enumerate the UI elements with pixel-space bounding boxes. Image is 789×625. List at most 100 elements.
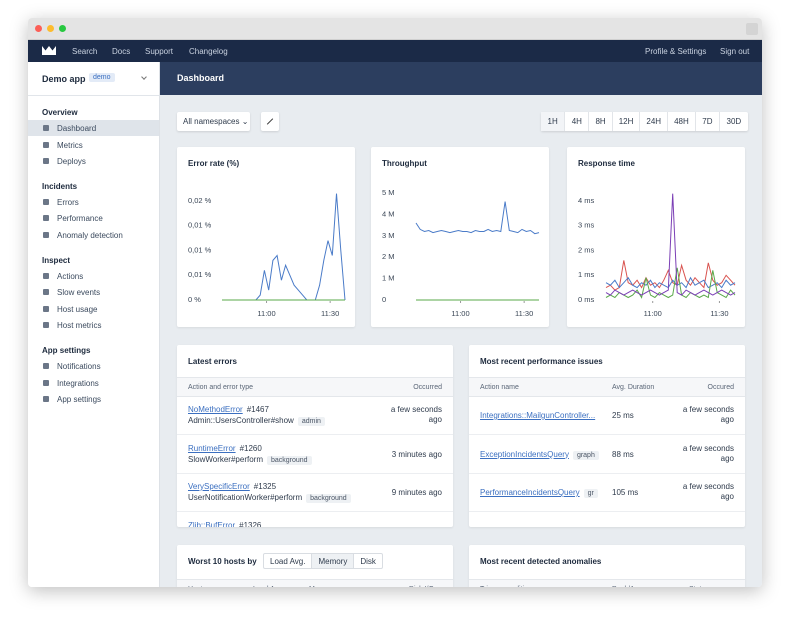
range-button[interactable]: 24H bbox=[639, 112, 667, 131]
sidebar-item[interactable]: Slow events bbox=[28, 284, 159, 300]
minimize-button[interactable] bbox=[47, 25, 54, 32]
action-link[interactable]: ExceptionIncidentsQuery bbox=[480, 449, 569, 459]
nav-link[interactable]: Sign out bbox=[720, 47, 750, 56]
sidebar-item[interactable]: Actions bbox=[28, 268, 159, 284]
sidebar-item[interactable]: Metrics bbox=[28, 137, 159, 153]
page-title: Dashboard bbox=[177, 73, 225, 83]
item-label: Metrics bbox=[57, 140, 83, 150]
nav-link[interactable]: Support bbox=[145, 47, 174, 56]
nav-link[interactable]: Profile & Settings bbox=[645, 47, 707, 56]
app-name[interactable]: Demo app bbox=[42, 74, 86, 84]
range-button[interactable]: 1H bbox=[541, 112, 565, 131]
table-row[interactable]: RuntimeError #1260 SlowWorker#perform backg… bbox=[177, 436, 453, 474]
section-title: App settings bbox=[42, 346, 91, 355]
logo[interactable] bbox=[42, 46, 56, 55]
close-button[interactable] bbox=[35, 25, 42, 32]
item-label: Slow events bbox=[57, 288, 101, 298]
chart-title: Error rate (%) bbox=[188, 159, 240, 168]
error-link[interactable]: Zlib::BufError bbox=[188, 520, 236, 528]
table-card: Most recent performance issues Action nam… bbox=[469, 345, 745, 527]
range-button[interactable]: 30D bbox=[719, 112, 748, 131]
y-tick-label: 0,01 % bbox=[188, 270, 212, 279]
item-label: Dashboard bbox=[57, 124, 97, 133]
nav-link[interactable]: Changelog bbox=[189, 47, 228, 56]
section-title: Incidents bbox=[42, 181, 78, 191]
sidebar-item[interactable]: Deploys bbox=[28, 153, 159, 169]
top-nav: Search Docs Support Changelog Profile & Sett… bbox=[28, 40, 762, 62]
tab[interactable]: Disk bbox=[353, 554, 382, 568]
column-header: Hostname bbox=[188, 586, 220, 587]
error-line: NoMethodError #1467 bbox=[188, 405, 269, 414]
table-row[interactable]: ExceptionIncidentsQuery graph 88 ms a few s… bbox=[469, 436, 745, 474]
column-header: Disk I/O bbox=[409, 586, 434, 587]
table-row[interactable]: PerformanceIncidentsQuery gr 105 ms a few s… bbox=[469, 474, 745, 512]
error-number: #1467 bbox=[246, 405, 269, 414]
item-label: Deploys bbox=[57, 157, 86, 167]
sidebar-item[interactable]: Host metrics bbox=[28, 317, 159, 333]
sidebar-item[interactable]: App settings bbox=[28, 391, 159, 407]
error-link[interactable]: RuntimeError bbox=[188, 443, 236, 453]
sidebar-item[interactable]: Performance bbox=[28, 210, 159, 226]
nav-link[interactable]: Docs bbox=[112, 47, 131, 56]
sidebar-item[interactable]: Anomaly detection bbox=[28, 227, 159, 243]
table-header: Hostname Load Avg. Memory Disk I/O bbox=[177, 579, 453, 587]
series-line bbox=[605, 193, 736, 296]
nav-link[interactable]: Search bbox=[72, 47, 98, 56]
range-button[interactable]: 7D bbox=[694, 112, 719, 131]
item-icon bbox=[43, 272, 49, 279]
x-tick-label: 11:30 bbox=[515, 309, 533, 318]
item-icon bbox=[43, 305, 49, 312]
card-title: Most recent detected anomalies bbox=[480, 557, 602, 566]
anomalies-card: Most recent detected anomalies Trigger co… bbox=[469, 545, 745, 587]
tab[interactable]: Load Avg. bbox=[270, 557, 306, 566]
action-line: Integrations::MailgunController... bbox=[480, 411, 602, 420]
y-tick-label: 0 % bbox=[188, 295, 201, 304]
sidebar-item[interactable]: Notifications bbox=[28, 358, 159, 374]
range-button[interactable]: 4H bbox=[564, 112, 588, 131]
error-link[interactable]: NoMethodError bbox=[188, 405, 243, 414]
y-tick-label: 0,02 % bbox=[188, 196, 212, 205]
error-number: #1260 bbox=[239, 443, 262, 453]
range-button[interactable]: 12H bbox=[611, 112, 640, 131]
column-header: Action and error type bbox=[188, 384, 253, 391]
action-link[interactable]: PerformanceIncidentsQuery bbox=[480, 488, 580, 497]
sidebar-item[interactable]: Host usage bbox=[28, 301, 159, 317]
item-label: Performance bbox=[57, 214, 103, 224]
sidebar-item[interactable]: Integrations bbox=[28, 375, 159, 391]
item-label: App settings bbox=[57, 395, 102, 405]
chart-card: Throughput 0 1 M 2 M 3 M 4 M 5 M 11:00 11:30 bbox=[371, 147, 549, 327]
occurred: 9 minutes ago bbox=[391, 488, 442, 497]
sidebar-item[interactable]: Errors bbox=[28, 194, 159, 210]
tab[interactable]: Memory bbox=[311, 554, 354, 568]
chart: 0 1 M 2 M 3 M 4 M 5 M 11:00 11:30 bbox=[382, 188, 540, 318]
table-row[interactable]: VerySpecificError #1325 UserNotificationWo… bbox=[177, 474, 453, 512]
error-line: RuntimeError #1260 bbox=[188, 444, 262, 453]
action-name: UserNotificationWorker#perform bbox=[188, 493, 303, 502]
new-tab-button[interactable] bbox=[746, 23, 758, 35]
action-link[interactable]: Integrations::MailgunController... bbox=[480, 411, 596, 420]
expand-icon bbox=[266, 118, 274, 125]
y-tick-label: 1 M bbox=[382, 274, 395, 283]
series-line bbox=[415, 201, 540, 235]
app-window: Search Docs Support Changelog Profile & Sett… bbox=[28, 18, 762, 587]
card-title: Worst 10 hosts by bbox=[188, 557, 257, 566]
item-icon bbox=[43, 158, 49, 165]
error-link[interactable]: VerySpecificError bbox=[188, 482, 250, 491]
table-row[interactable]: Zlib::BufError #1326 bbox=[177, 513, 453, 528]
table-row[interactable]: Integrations::MailgunController... 25 ms a… bbox=[469, 397, 745, 435]
column-header: Avg. Duration bbox=[612, 384, 655, 391]
namespace-select[interactable]: All namespaces ⌄ bbox=[177, 112, 250, 131]
tag: graph bbox=[572, 450, 599, 460]
chart: 0 ms 1 ms 2 ms 3 ms 4 ms 11:00 11:30 bbox=[578, 193, 736, 318]
sidebar-item[interactable]: Dashboard bbox=[28, 120, 159, 136]
app-switch-caret[interactable] bbox=[141, 74, 147, 80]
action-line: Admin::UsersController#show admin bbox=[188, 416, 325, 426]
maximize-button[interactable] bbox=[59, 25, 66, 32]
y-tick-label: 5 M bbox=[382, 188, 395, 197]
item-label: Errors bbox=[57, 197, 79, 207]
table-header: Trigger condition Peak/Avg. Status bbox=[469, 579, 745, 587]
range-button[interactable]: 8H bbox=[588, 112, 611, 131]
expand-button[interactable] bbox=[261, 112, 279, 131]
range-button[interactable]: 48H bbox=[667, 112, 695, 131]
